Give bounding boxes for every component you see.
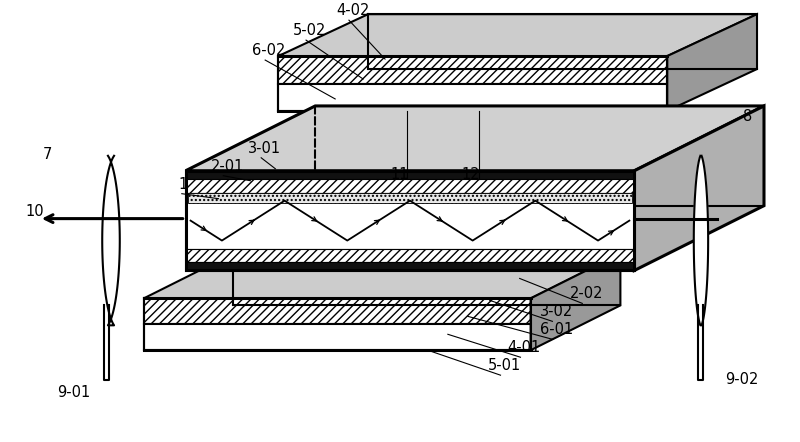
Polygon shape: [144, 254, 620, 298]
Polygon shape: [278, 84, 667, 111]
Text: 6-02: 6-02: [253, 43, 286, 58]
Polygon shape: [144, 298, 530, 324]
Polygon shape: [634, 106, 764, 271]
Polygon shape: [102, 156, 120, 325]
Text: 3-01: 3-01: [249, 141, 282, 156]
Bar: [186, 179, 634, 193]
Polygon shape: [530, 254, 620, 350]
Text: 5-01: 5-01: [488, 358, 521, 373]
Bar: [186, 171, 634, 271]
Text: 4-01: 4-01: [508, 340, 541, 355]
Text: 2-01: 2-01: [210, 159, 244, 174]
Polygon shape: [278, 14, 757, 56]
Bar: [186, 193, 634, 248]
Polygon shape: [144, 324, 530, 350]
Text: 5-02: 5-02: [294, 23, 326, 38]
Polygon shape: [278, 56, 667, 84]
Bar: [186, 171, 634, 179]
Text: 12: 12: [462, 167, 481, 182]
Text: 9-01: 9-01: [57, 385, 90, 400]
Text: 9-02: 9-02: [725, 372, 758, 387]
Polygon shape: [667, 14, 757, 111]
Bar: [186, 263, 634, 271]
Text: 4-02: 4-02: [336, 3, 370, 18]
Bar: [187, 193, 632, 203]
Text: 3-02: 3-02: [540, 305, 573, 320]
Text: 1: 1: [178, 177, 188, 192]
Text: 8: 8: [743, 109, 752, 124]
Polygon shape: [186, 106, 764, 171]
Text: 10: 10: [25, 204, 44, 219]
Bar: [186, 248, 634, 263]
Text: 7: 7: [43, 147, 52, 162]
Text: 11: 11: [390, 167, 409, 182]
Polygon shape: [694, 156, 708, 325]
Polygon shape: [186, 171, 634, 271]
Text: 2-02: 2-02: [570, 286, 603, 301]
Text: 6-01: 6-01: [540, 322, 573, 337]
